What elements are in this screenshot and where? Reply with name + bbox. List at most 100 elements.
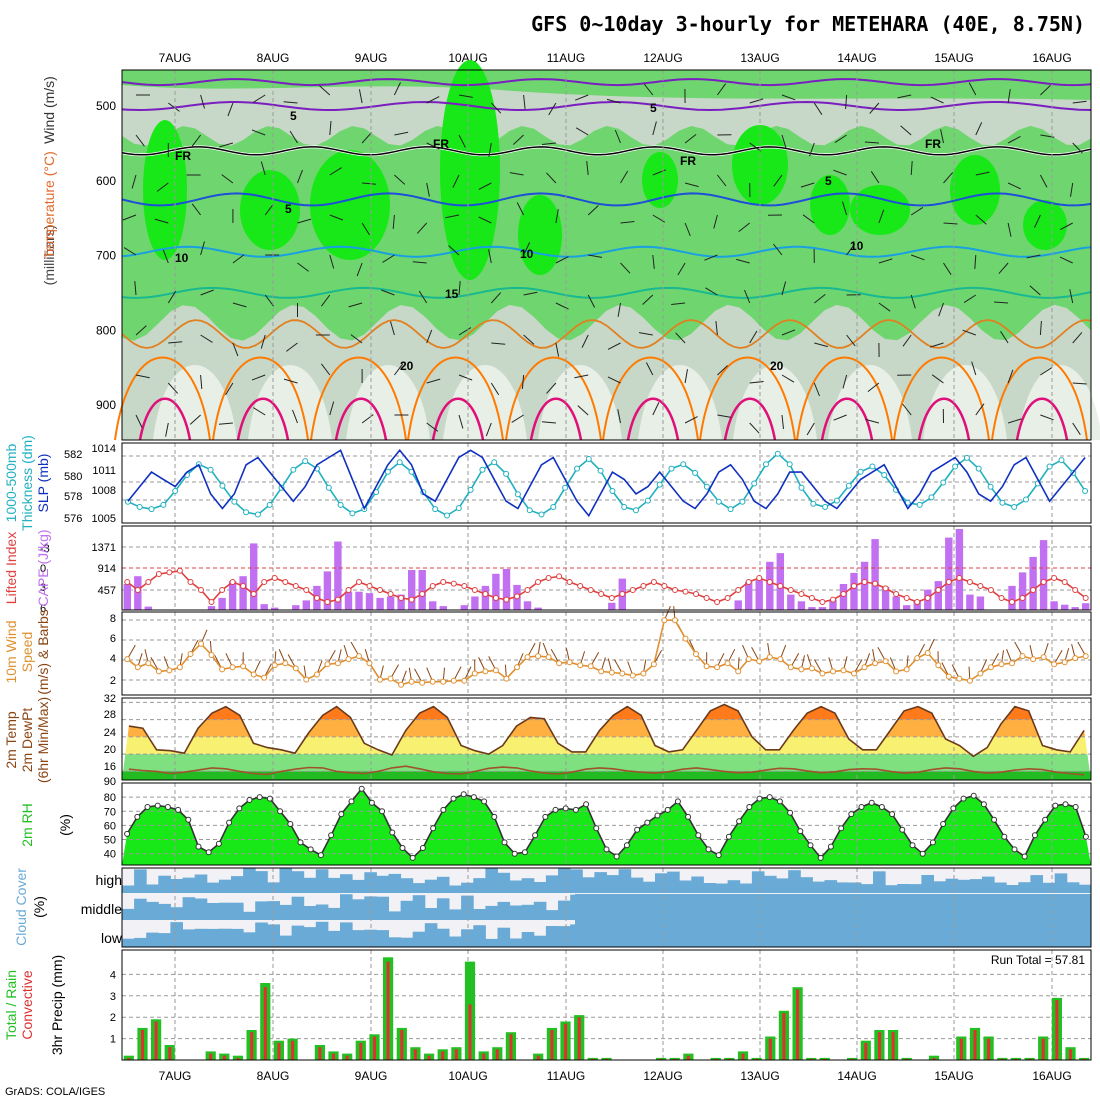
series-point [830,668,836,675]
series-point [389,829,396,836]
wind-barb [1039,174,1048,188]
slp-tick: 1005 [92,513,116,525]
cloud-cell [909,884,922,893]
contour-label: 5 [650,101,657,115]
wind-barb [191,134,202,147]
series-point [399,845,406,851]
series-point [545,654,552,661]
temp-arch-line [114,356,211,441]
wind-barb [897,94,912,99]
cloud-cell [352,899,365,920]
wind-barb [490,382,500,396]
wind-barb [122,214,137,221]
wind-barb [361,132,372,144]
wind-barb [329,254,335,269]
series-point [763,461,769,468]
series-point [545,575,552,581]
wind-barb [393,82,401,96]
series-point [945,673,952,680]
series-point [566,659,573,666]
wind-barb [586,161,589,176]
series-point [777,583,784,589]
pressure-tick-label: 500 [96,99,116,113]
wind-barb [943,262,952,275]
cloud-cell [182,897,196,920]
wind-barb [135,325,147,336]
temp-arch-line [310,356,407,441]
panel-frame [121,442,1092,524]
series-point [482,668,489,675]
wind-barb [833,169,847,176]
cape-bar [976,596,985,610]
wind-barb [555,256,569,264]
series-point [408,678,415,685]
cape-bar [776,553,784,610]
wind-barb [426,329,433,344]
series-point [219,587,226,593]
series-point [787,587,794,593]
wind-barb [555,209,559,224]
cape-bar [818,607,827,610]
cloud-cell [545,875,559,893]
series-point [556,573,563,580]
series-point [654,812,661,819]
series-point [450,795,457,802]
precip-total-bar [123,1055,134,1060]
wind-barb [1039,320,1042,336]
series-point [776,798,783,805]
cloud-cell [921,875,934,893]
series-point [250,591,257,597]
series-point [356,653,362,660]
cloud-cell [1054,873,1068,893]
cape-bar [250,543,258,610]
wind-barb [813,382,820,397]
wind-barb [260,334,266,349]
cape-bar [218,597,226,610]
cloud-cell [267,924,280,947]
wind-barb [189,414,201,425]
series-point [303,587,310,593]
series-point [693,651,699,657]
series-point [556,660,563,667]
series-point [924,650,931,656]
wind-barb [219,142,234,148]
series-point [851,583,857,589]
series-point [1040,579,1047,585]
pressure-tick-label: 600 [96,174,116,188]
series-point [1030,587,1037,593]
series-point [672,617,678,624]
wind-barb [802,214,815,224]
wind-barb [283,101,298,104]
series-point [724,595,731,601]
series-point [145,660,152,667]
precip-label: 3hr Precip (mm) [49,955,65,1055]
cloud-cell [206,882,220,893]
cloud-cell [1006,885,1019,893]
wind-barb [445,214,460,219]
series-point [1030,656,1037,663]
precip-conv-bar [168,1047,172,1060]
cloud-cell [170,879,183,893]
wind-barb [705,287,718,296]
series-point [593,825,600,832]
cape-bar [1050,601,1058,610]
series-point [603,846,610,853]
cape-lifted-index-panel: -3 0 3 6 1371 914 457 [40,525,1092,615]
wind-barb [575,94,589,101]
series-point [297,839,304,846]
cloud-cell [327,930,341,947]
precip-conv-bar [755,1058,759,1060]
series-point [282,660,289,667]
rh-area [122,788,1091,865]
wind-barb [1007,222,1012,237]
precip-conv-bar [386,961,390,1060]
series-point [966,579,973,585]
series-point [999,499,1006,506]
wind-barb [749,330,758,344]
series-point [471,587,478,593]
series-point [172,488,179,494]
wind-barb [704,254,718,261]
series-point [229,664,236,671]
series-point [787,809,794,816]
cloud-cell [206,928,220,947]
